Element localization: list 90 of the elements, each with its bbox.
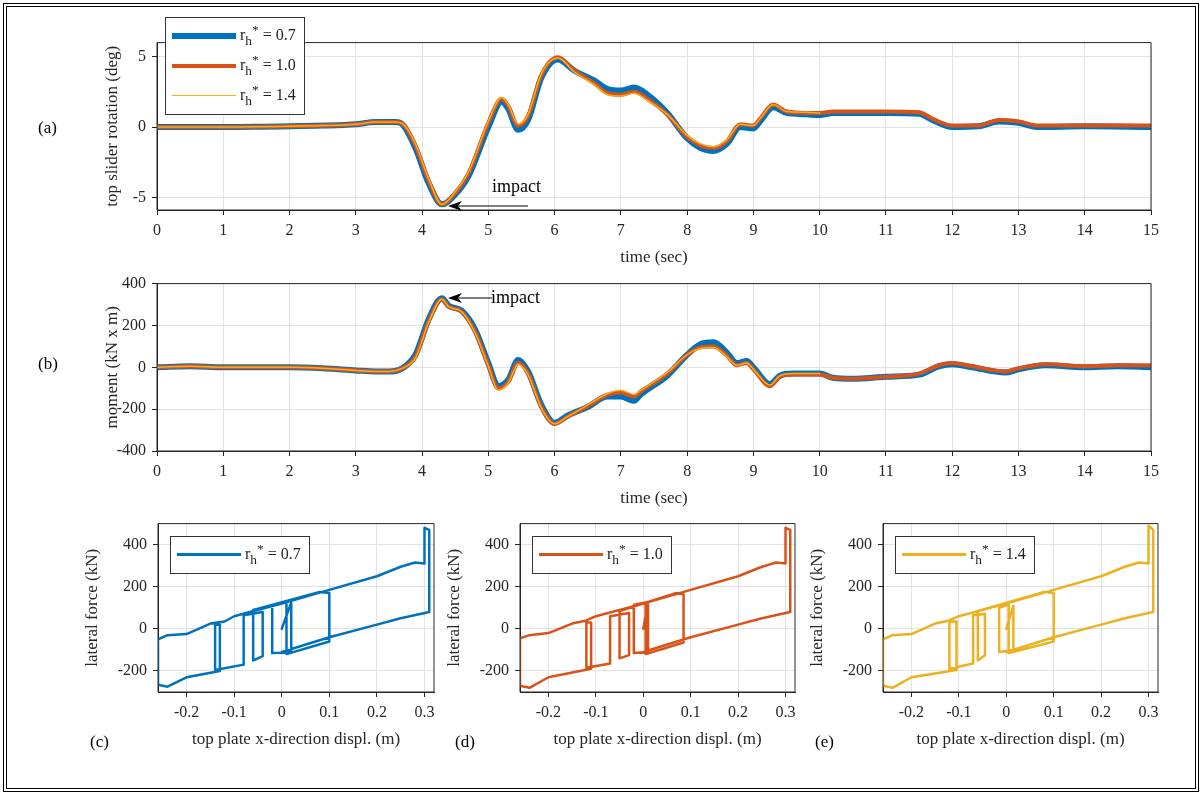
x-tick-label: 0 bbox=[153, 461, 161, 479]
x-axis-title: top plate x-direction displ. (m) bbox=[191, 729, 401, 749]
x-tick-label: 4 bbox=[418, 461, 427, 479]
x-tick-label: -0.1 bbox=[946, 702, 972, 720]
x-tick-label: 0.3 bbox=[775, 702, 796, 720]
legend-label: r$_{h}$$^{*}$ = 1.0 bbox=[607, 541, 663, 568]
y-tick-label: 200 bbox=[848, 576, 872, 594]
x-tick-label: 3 bbox=[351, 220, 360, 238]
x-tick-label: 0.1 bbox=[1043, 702, 1064, 720]
legend-label: r$_{h}$$^{*}$ = 1.0 bbox=[240, 52, 296, 79]
y-tick-label: -400 bbox=[116, 441, 146, 459]
x-tick-label: 14 bbox=[1076, 220, 1093, 238]
y-tick-label: 0 bbox=[138, 357, 146, 375]
x-tick-label: 13 bbox=[1010, 461, 1027, 479]
legend-label: r$_{h}$$^{*}$ = 1.4 bbox=[240, 82, 296, 109]
x-tick-label: 2 bbox=[285, 220, 294, 238]
x-tick-label: 0.3 bbox=[1138, 702, 1159, 720]
text: (d) bbox=[455, 732, 475, 752]
x-tick-label: 1 bbox=[219, 220, 228, 238]
y-axis-title: top slider rotation (deg) bbox=[101, 45, 121, 207]
x-tick-label: 6 bbox=[550, 220, 559, 238]
y-axis-title: lateral force (kN) bbox=[806, 548, 826, 667]
x-tick-label: 8 bbox=[683, 461, 692, 479]
y-tick-label: 400 bbox=[485, 534, 509, 552]
x-tick-label: 7 bbox=[616, 461, 625, 479]
x-tick-label: 0.2 bbox=[366, 702, 387, 720]
x-tick-label: 11 bbox=[878, 220, 894, 238]
x-tick-label: 8 bbox=[683, 220, 692, 238]
x-tick-label: 0 bbox=[639, 702, 648, 720]
text: (e) bbox=[815, 732, 834, 752]
x-tick-label: 0 bbox=[277, 702, 286, 720]
x-tick-label: -0.2 bbox=[173, 702, 200, 720]
x-axis-title: time (sec) bbox=[620, 488, 688, 508]
y-axis-title: lateral force (kN) bbox=[443, 548, 463, 667]
text: (a) bbox=[38, 118, 57, 138]
y-tick-label: 200 bbox=[122, 315, 146, 333]
x-tick-label: 0.1 bbox=[319, 702, 340, 720]
y-axis-title: lateral force (kN) bbox=[81, 548, 101, 667]
legend-label: r$_{h}$$^{*}$ = 0.7 bbox=[240, 22, 296, 49]
y-tick-label: 200 bbox=[123, 576, 147, 594]
x-tick-label: -0.1 bbox=[583, 702, 609, 720]
x-tick-label: 0.1 bbox=[680, 702, 701, 720]
x-tick-label: 14 bbox=[1076, 461, 1093, 479]
x-axis-title: top plate x-direction displ. (m) bbox=[916, 729, 1125, 749]
y-tick-label: -200 bbox=[479, 661, 509, 679]
x-axis-title: time (sec) bbox=[620, 247, 688, 267]
text: (c) bbox=[90, 732, 109, 752]
x-tick-label: 10 bbox=[811, 461, 828, 479]
x-tick-label: 12 bbox=[944, 220, 961, 238]
x-tick-label: -0.2 bbox=[535, 702, 562, 720]
x-tick-label: -0.2 bbox=[898, 702, 925, 720]
x-tick-label: 15 bbox=[1143, 220, 1159, 238]
x-tick-label: 0.2 bbox=[1091, 702, 1112, 720]
y-tick-label: 200 bbox=[485, 576, 509, 594]
x-tick-label: 3 bbox=[351, 461, 360, 479]
y-tick-label: 0 bbox=[138, 117, 146, 135]
x-tick-label: 4 bbox=[418, 220, 427, 238]
x-tick-label: 2 bbox=[285, 461, 294, 479]
y-tick-label: -5 bbox=[132, 187, 146, 205]
x-tick-label: 9 bbox=[749, 461, 758, 479]
x-tick-label: 1 bbox=[219, 461, 228, 479]
y-tick-label: 0 bbox=[501, 619, 509, 637]
x-tick-label: 11 bbox=[878, 461, 894, 479]
x-tick-label: 6 bbox=[550, 461, 559, 479]
y-tick-label: 400 bbox=[848, 534, 872, 552]
x-tick-label: 0 bbox=[1002, 702, 1011, 720]
x-tick-label: 15 bbox=[1143, 461, 1159, 479]
annotation: impact bbox=[490, 287, 540, 309]
y-tick-label: 400 bbox=[122, 273, 146, 291]
x-tick-label: 0.3 bbox=[414, 702, 435, 720]
y-tick-label: 400 bbox=[123, 534, 147, 552]
y-tick-label: 0 bbox=[864, 619, 872, 637]
y-tick-label: -200 bbox=[842, 661, 872, 679]
text: (b) bbox=[38, 354, 58, 374]
legend-label: r$_{h}$$^{*}$ = 1.4 bbox=[970, 541, 1026, 568]
y-tick-label: -200 bbox=[117, 661, 147, 679]
x-tick-label: 13 bbox=[1010, 220, 1027, 238]
x-tick-label: 12 bbox=[944, 461, 961, 479]
y-tick-label: 0 bbox=[139, 619, 147, 637]
x-tick-label: -0.1 bbox=[221, 702, 247, 720]
x-tick-label: 0.2 bbox=[728, 702, 749, 720]
y-tick-label: 5 bbox=[138, 46, 146, 64]
x-tick-label: 9 bbox=[749, 220, 758, 238]
legend-label: r$_{h}$$^{*}$ = 0.7 bbox=[245, 541, 301, 568]
y-tick-label: -200 bbox=[116, 399, 146, 417]
x-tick-label: 7 bbox=[616, 220, 625, 238]
x-axis-title: top plate x-direction displ. (m) bbox=[553, 729, 762, 749]
x-tick-label: 0 bbox=[153, 220, 161, 238]
annotation: impact bbox=[491, 175, 541, 197]
x-tick-label: 10 bbox=[811, 220, 828, 238]
